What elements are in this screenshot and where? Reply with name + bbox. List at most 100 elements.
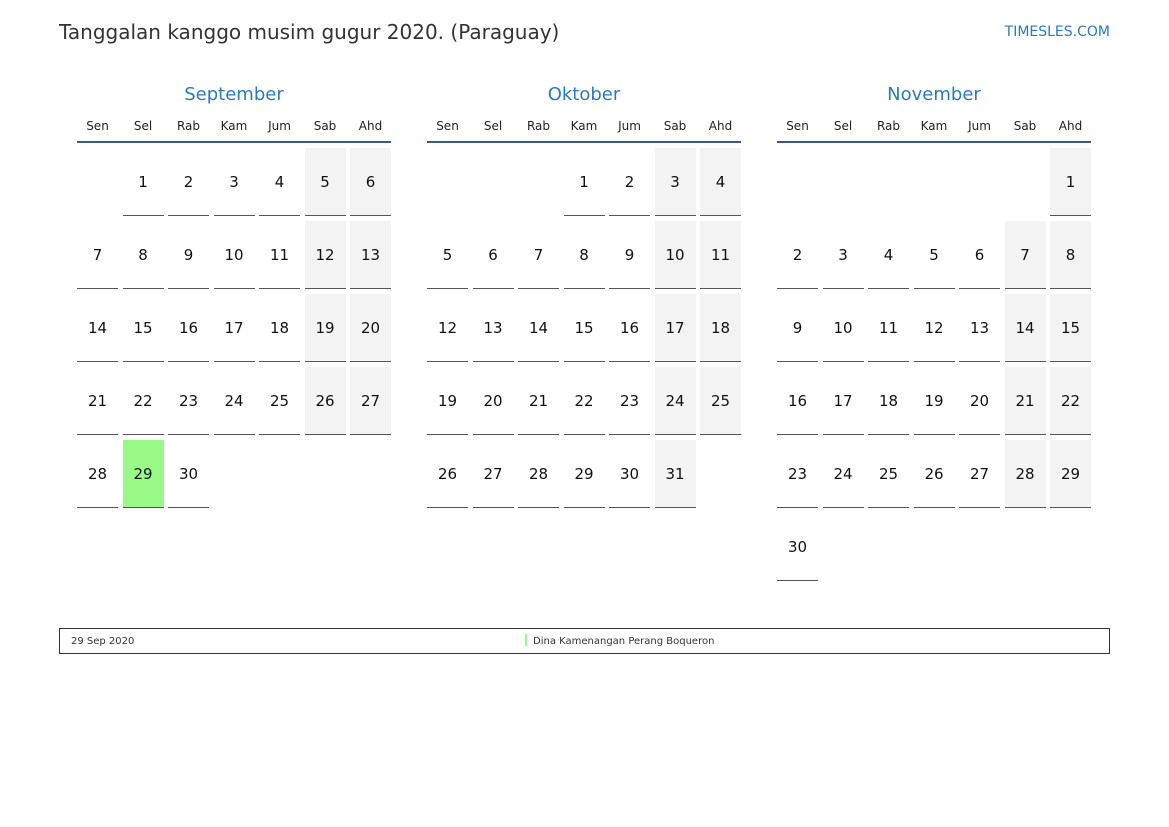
day-cell[interactable]: 6 bbox=[472, 221, 514, 289]
day-cell[interactable]: 3 bbox=[654, 148, 696, 216]
day-cell[interactable]: 25 bbox=[700, 367, 741, 435]
weekday-header: Sab bbox=[663, 119, 687, 133]
day-cell[interactable]: 13 bbox=[472, 294, 514, 362]
day-cell[interactable]: 4 bbox=[700, 148, 741, 216]
day-cell[interactable]: 30 bbox=[777, 513, 818, 581]
day-cell[interactable]: 17 bbox=[822, 367, 864, 435]
day-cell[interactable]: 17 bbox=[213, 294, 255, 362]
day-cell[interactable]: 12 bbox=[913, 294, 955, 362]
day-cell[interactable]: 18 bbox=[868, 367, 909, 435]
day-cell[interactable]: 16 bbox=[168, 294, 209, 362]
day-cell[interactable]: 22 bbox=[1050, 367, 1091, 435]
weekday-header: Ahd bbox=[708, 119, 733, 133]
day-cell[interactable]: 2 bbox=[609, 148, 650, 216]
weekday-header: Kam bbox=[570, 119, 598, 133]
day-cell[interactable]: 3 bbox=[213, 148, 255, 216]
day-cell[interactable]: 3 bbox=[822, 221, 864, 289]
day-cell[interactable]: 6 bbox=[350, 148, 391, 216]
day-cell[interactable]: 16 bbox=[609, 294, 650, 362]
day-cell[interactable]: 23 bbox=[777, 440, 818, 508]
day-cell[interactable]: 5 bbox=[427, 221, 468, 289]
day-cell[interactable]: 19 bbox=[913, 367, 955, 435]
day-cell[interactable]: 30 bbox=[168, 440, 209, 508]
day-cell[interactable]: 11 bbox=[700, 221, 741, 289]
day-cell[interactable]: 14 bbox=[77, 294, 118, 362]
header-divider bbox=[77, 141, 391, 143]
day-cell[interactable]: 4 bbox=[868, 221, 909, 289]
day-cell[interactable]: 14 bbox=[1004, 294, 1046, 362]
day-cell[interactable]: 25 bbox=[259, 367, 300, 435]
day-cell[interactable]: 5 bbox=[913, 221, 955, 289]
day-cell[interactable]: 8 bbox=[122, 221, 164, 289]
day-cell[interactable]: 22 bbox=[122, 367, 164, 435]
day-cell[interactable]: 20 bbox=[472, 367, 514, 435]
day-cell[interactable]: 16 bbox=[777, 367, 818, 435]
day-cell[interactable]: 29 bbox=[563, 440, 605, 508]
day-cell[interactable]: 23 bbox=[609, 367, 650, 435]
brand-link[interactable]: TIMESLES.COM bbox=[1004, 24, 1110, 40]
day-cell[interactable]: 27 bbox=[959, 440, 1000, 508]
day-cell[interactable]: 28 bbox=[1004, 440, 1046, 508]
day-cell[interactable]: 12 bbox=[304, 221, 346, 289]
day-cell[interactable]: 2 bbox=[168, 148, 209, 216]
day-cell[interactable]: 18 bbox=[700, 294, 741, 362]
day-cell[interactable]: 4 bbox=[259, 148, 300, 216]
day-cell[interactable]: 11 bbox=[868, 294, 909, 362]
day-cell[interactable]: 28 bbox=[518, 440, 559, 508]
day-cell[interactable]: 28 bbox=[77, 440, 118, 508]
day-cell[interactable]: 25 bbox=[868, 440, 909, 508]
day-cell[interactable]: 9 bbox=[168, 221, 209, 289]
day-cell[interactable]: 7 bbox=[518, 221, 559, 289]
day-cell[interactable]: 29 bbox=[122, 440, 164, 508]
weekday-header: Jum bbox=[268, 119, 291, 133]
day-cell[interactable]: 8 bbox=[563, 221, 605, 289]
day-cell[interactable]: 10 bbox=[822, 294, 864, 362]
day-cell[interactable]: 6 bbox=[959, 221, 1000, 289]
day-cell[interactable]: 1 bbox=[122, 148, 164, 216]
day-cell[interactable]: 14 bbox=[518, 294, 559, 362]
day-cell[interactable]: 24 bbox=[213, 367, 255, 435]
day-cell[interactable]: 1 bbox=[1050, 148, 1091, 216]
day-cell[interactable]: 23 bbox=[168, 367, 209, 435]
day-cell[interactable]: 19 bbox=[427, 367, 468, 435]
day-cell[interactable]: 27 bbox=[350, 367, 391, 435]
holiday-date: 29 Sep 2020 bbox=[71, 636, 135, 647]
day-cell[interactable]: 7 bbox=[1004, 221, 1046, 289]
day-cell[interactable]: 8 bbox=[1050, 221, 1091, 289]
day-cell[interactable]: 5 bbox=[304, 148, 346, 216]
day-cell[interactable]: 15 bbox=[1050, 294, 1091, 362]
day-cell[interactable]: 13 bbox=[959, 294, 1000, 362]
day-cell[interactable]: 26 bbox=[304, 367, 346, 435]
day-cell[interactable]: 18 bbox=[259, 294, 300, 362]
day-cell[interactable]: 1 bbox=[563, 148, 605, 216]
day-cell[interactable]: 9 bbox=[609, 221, 650, 289]
day-cell[interactable]: 21 bbox=[518, 367, 559, 435]
day-cell[interactable]: 12 bbox=[427, 294, 468, 362]
day-cell[interactable]: 7 bbox=[77, 221, 118, 289]
day-cell[interactable]: 11 bbox=[259, 221, 300, 289]
day-cell[interactable]: 10 bbox=[213, 221, 255, 289]
day-cell[interactable]: 20 bbox=[959, 367, 1000, 435]
day-cell[interactable]: 31 bbox=[654, 440, 696, 508]
day-cell[interactable]: 30 bbox=[609, 440, 650, 508]
day-cell[interactable]: 9 bbox=[777, 294, 818, 362]
day-cell[interactable]: 26 bbox=[913, 440, 955, 508]
day-cell[interactable]: 24 bbox=[822, 440, 864, 508]
day-cell[interactable]: 10 bbox=[654, 221, 696, 289]
day-cell[interactable]: 24 bbox=[654, 367, 696, 435]
month-name: November bbox=[887, 84, 981, 105]
day-cell[interactable]: 13 bbox=[350, 221, 391, 289]
day-cell[interactable]: 26 bbox=[427, 440, 468, 508]
day-cell[interactable]: 2 bbox=[777, 221, 818, 289]
day-cell[interactable]: 15 bbox=[563, 294, 605, 362]
day-cell[interactable]: 20 bbox=[350, 294, 391, 362]
day-cell[interactable]: 17 bbox=[654, 294, 696, 362]
day-cell[interactable]: 21 bbox=[77, 367, 118, 435]
weekday-header: Sel bbox=[833, 119, 853, 133]
day-cell[interactable]: 22 bbox=[563, 367, 605, 435]
day-cell[interactable]: 27 bbox=[472, 440, 514, 508]
day-cell[interactable]: 15 bbox=[122, 294, 164, 362]
day-cell[interactable]: 29 bbox=[1050, 440, 1091, 508]
day-cell[interactable]: 21 bbox=[1004, 367, 1046, 435]
day-cell[interactable]: 19 bbox=[304, 294, 346, 362]
